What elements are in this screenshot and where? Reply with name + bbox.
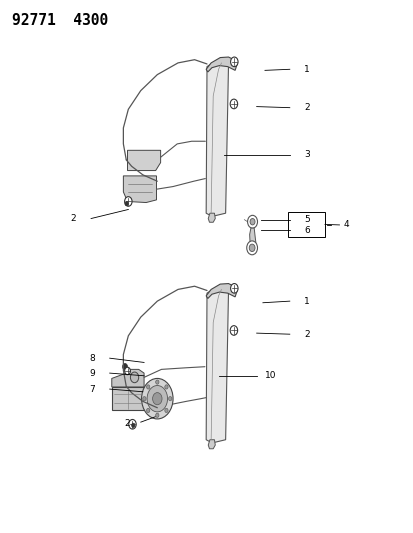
Circle shape	[246, 241, 257, 255]
Polygon shape	[208, 213, 215, 222]
Circle shape	[230, 57, 237, 67]
Polygon shape	[112, 387, 144, 410]
Polygon shape	[206, 284, 236, 298]
Text: 1: 1	[304, 65, 309, 74]
Text: 2: 2	[304, 103, 309, 112]
Circle shape	[130, 372, 138, 383]
Circle shape	[124, 197, 132, 206]
Circle shape	[168, 397, 171, 401]
Polygon shape	[206, 288, 228, 442]
Text: 2: 2	[70, 214, 76, 223]
Circle shape	[146, 385, 150, 389]
Text: 10: 10	[264, 372, 276, 380]
Text: 1: 1	[304, 297, 309, 305]
Circle shape	[128, 419, 136, 429]
Circle shape	[164, 385, 168, 389]
Polygon shape	[206, 57, 236, 72]
Polygon shape	[249, 228, 255, 245]
Circle shape	[147, 385, 167, 412]
Circle shape	[152, 393, 161, 405]
Polygon shape	[123, 176, 156, 203]
Text: 6: 6	[304, 226, 309, 235]
Circle shape	[142, 397, 146, 401]
Text: 4: 4	[343, 221, 349, 229]
Polygon shape	[127, 150, 160, 171]
Polygon shape	[112, 369, 144, 387]
Text: 92771  4300: 92771 4300	[12, 13, 108, 28]
Circle shape	[230, 284, 237, 293]
Circle shape	[249, 244, 254, 252]
Text: 3: 3	[304, 150, 309, 159]
Text: 7: 7	[89, 385, 95, 393]
Text: 8: 8	[89, 354, 95, 362]
Circle shape	[146, 408, 150, 413]
Circle shape	[230, 99, 237, 109]
Circle shape	[131, 423, 135, 427]
Circle shape	[164, 408, 168, 413]
Circle shape	[141, 378, 173, 419]
Circle shape	[122, 364, 127, 370]
Circle shape	[249, 219, 254, 225]
Text: 5: 5	[304, 215, 309, 224]
Polygon shape	[206, 61, 228, 216]
Text: 9: 9	[89, 369, 95, 377]
Circle shape	[125, 201, 128, 206]
Text: 2: 2	[124, 419, 130, 428]
Circle shape	[247, 215, 257, 228]
Circle shape	[230, 326, 237, 335]
Circle shape	[155, 413, 159, 417]
Polygon shape	[208, 440, 215, 449]
Circle shape	[155, 380, 159, 384]
Circle shape	[124, 367, 130, 375]
Text: 2: 2	[304, 330, 309, 338]
